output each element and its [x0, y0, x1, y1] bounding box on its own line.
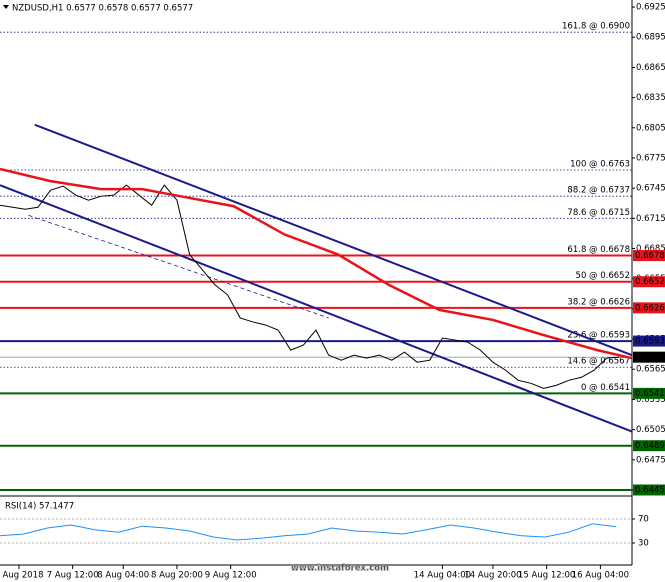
level-box-label: 0.6541	[635, 389, 665, 399]
rsi-tick-label: 30	[638, 539, 649, 549]
y-tick-label: 0.6745	[636, 184, 665, 194]
level-label: 78.6 @ 0.6715	[567, 208, 630, 218]
x-tick-label: 14 Aug 20:00	[464, 571, 521, 581]
x-tick-label: 7 Aug 12:00	[47, 571, 99, 581]
y-tick-label: 0.6475	[636, 455, 665, 465]
level-label: 50 @ 0.6652	[576, 271, 630, 281]
level-label: 38.2 @ 0.6626	[567, 297, 630, 307]
trend-line	[34, 123, 633, 357]
level-label: 61.8 @ 0.6678	[567, 245, 630, 255]
x-tick-label: 8 Aug 04:00	[97, 571, 149, 581]
level-label: 161.8 @ 0.6900	[562, 22, 630, 32]
level-box	[633, 440, 665, 452]
y-tick-label: 0.6775	[636, 153, 665, 163]
level-box	[633, 276, 665, 288]
level-label: 23.6 @ 0.6593	[567, 331, 630, 341]
price-line	[0, 184, 620, 389]
rsi-title: RSI(14) 57.1477	[5, 502, 74, 512]
menu-arrow	[3, 5, 9, 9]
y-tick-label: 0.6835	[636, 93, 665, 103]
watermark: www.instaforex.com	[291, 564, 389, 574]
x-tick-label: 16 Aug 04:00	[572, 571, 629, 581]
x-tick-label: 8 Aug 20:00	[151, 571, 203, 581]
y-tick-label: 0.6535	[636, 395, 665, 405]
level-box-label: 0.6678	[635, 251, 665, 261]
y-tick-label: 0.6865	[636, 63, 665, 73]
level-box-label: 0.6626	[635, 303, 665, 313]
level-box	[633, 335, 665, 347]
price-line	[0, 167, 633, 360]
y-tick-label: 0.6805	[636, 123, 665, 133]
y-tick-label: 0.6715	[636, 214, 665, 224]
x-tick-label: 6 Aug 2018	[0, 571, 43, 581]
y-tick-label: 0.6685	[636, 244, 665, 254]
level-box-label: 0.6445	[635, 485, 665, 495]
current-price-label: 0.6577	[635, 353, 665, 363]
rsi-line	[0, 523, 617, 541]
level-label: 14.6 @ 0.6567	[567, 357, 630, 367]
level-label: 100 @ 0.6763	[570, 160, 630, 170]
rsi-tick-label: 70	[638, 515, 649, 525]
level-box	[633, 387, 665, 399]
trend-line	[28, 214, 329, 319]
y-tick-label: 0.6565	[636, 365, 665, 375]
chart-title: NZDUSD,H1 0.6577 0.6578 0.6577 0.6577	[12, 4, 193, 14]
x-tick-label: 15 Aug 12:00	[518, 571, 575, 581]
level-box	[633, 302, 665, 314]
y-tick-label: 0.6925	[636, 3, 665, 13]
level-box-label: 0.6652	[635, 277, 665, 287]
level-box-label: 0.6593	[635, 337, 665, 347]
level-label: 88.2 @ 0.6737	[567, 186, 630, 196]
trend-line	[0, 184, 633, 433]
y-tick-label: 0.6895	[636, 33, 665, 43]
x-tick-label: 14 Aug 04:00	[414, 571, 471, 581]
level-label: 0 @ 0.6541	[581, 383, 630, 393]
level-box	[633, 484, 665, 496]
current-price-box	[633, 351, 665, 363]
level-box-label: 0.6489	[635, 441, 665, 451]
y-tick-label: 0.6505	[636, 425, 665, 435]
x-tick-label: 9 Aug 12:00	[205, 571, 257, 581]
level-box	[633, 250, 665, 262]
